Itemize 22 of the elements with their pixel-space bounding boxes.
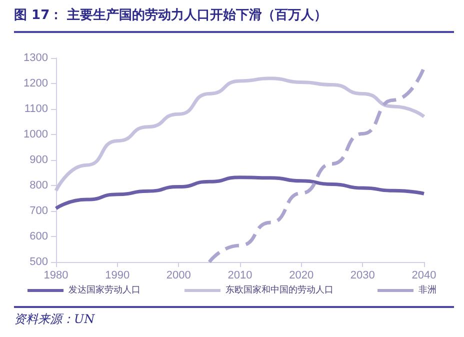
y-tick-label: 600 [30, 230, 48, 242]
x-tick-label: 2000 [166, 270, 191, 282]
y-tick-label: 700 [30, 205, 48, 217]
y-tick-label: 900 [30, 154, 48, 166]
y-tick-label: 1100 [24, 103, 48, 115]
y-tick-label: 800 [30, 180, 48, 192]
legend-label: 东欧国家和中国的劳动人口 [226, 284, 334, 296]
x-tick-label: 2020 [289, 270, 314, 282]
x-tick-label: 2030 [350, 270, 375, 282]
x-tick-label: 1980 [44, 270, 68, 282]
x-tick-label: 2040 [412, 270, 436, 282]
x-tick-label: 1990 [105, 270, 130, 282]
chart-title: 图 17： 主要生产国的劳动力人口开始下滑（百万人） [14, 6, 454, 33]
line-series [54, 176, 426, 210]
legend-label: 发达国家劳动人口 [68, 284, 140, 296]
y-tick-label: 1200 [24, 78, 48, 90]
y-tick-label: 500 [30, 256, 48, 268]
y-tick-label: 1000 [24, 128, 48, 140]
y-tick-label: 1300 [24, 52, 48, 64]
legend-label: 非洲 [418, 284, 436, 296]
x-tick-label: 2010 [228, 270, 252, 282]
text: 资料来源：UN [14, 306, 454, 328]
